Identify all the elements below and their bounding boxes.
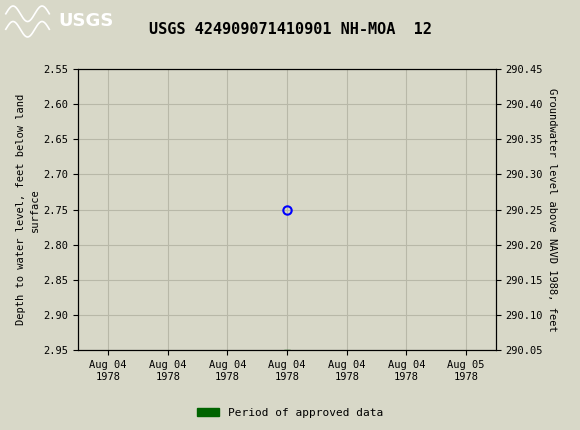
Text: USGS: USGS <box>58 12 113 31</box>
Legend: Period of approved data: Period of approved data <box>193 403 387 422</box>
Text: USGS 424909071410901 NH-MOA  12: USGS 424909071410901 NH-MOA 12 <box>148 22 432 37</box>
Y-axis label: Groundwater level above NAVD 1988, feet: Groundwater level above NAVD 1988, feet <box>548 88 557 332</box>
Y-axis label: Depth to water level, feet below land
surface: Depth to water level, feet below land su… <box>16 94 39 325</box>
